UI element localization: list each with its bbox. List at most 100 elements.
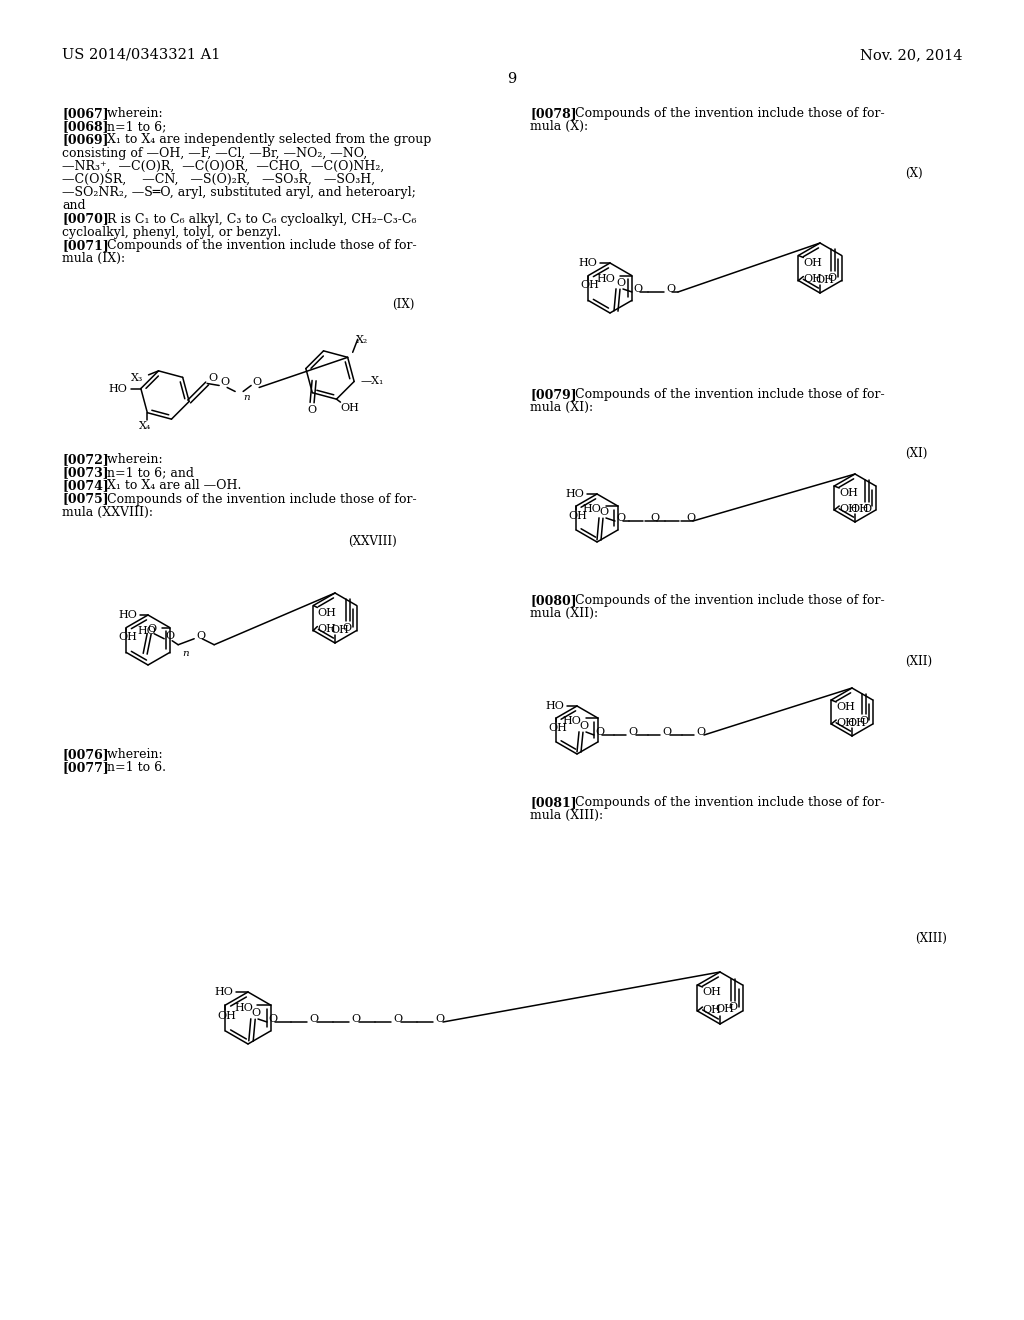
Text: HO: HO bbox=[565, 488, 584, 499]
Text: O: O bbox=[616, 279, 625, 288]
Text: [0068]: [0068] bbox=[62, 120, 109, 133]
Text: O: O bbox=[650, 513, 659, 523]
Text: O: O bbox=[208, 374, 217, 384]
Text: Compounds of the invention include those of for-: Compounds of the invention include those… bbox=[563, 107, 885, 120]
Text: [0072]: [0072] bbox=[62, 453, 109, 466]
Text: O: O bbox=[666, 284, 675, 294]
Text: O: O bbox=[696, 727, 706, 737]
Text: US 2014/0343321 A1: US 2014/0343321 A1 bbox=[62, 48, 220, 62]
Text: O: O bbox=[728, 1002, 737, 1012]
Text: HO: HO bbox=[583, 504, 602, 513]
Text: [0080]: [0080] bbox=[530, 594, 577, 607]
Text: —C(O)SR,    —CN,   —S(O)₂R,   —SO₃R,   —SO₃H,: —C(O)SR, —CN, —S(O)₂R, —SO₃R, —SO₃H, bbox=[62, 173, 375, 186]
Text: HO: HO bbox=[597, 273, 615, 284]
Text: R is C₁ to C₆ alkyl, C₃ to C₆ cycloalkyl, CH₂–C₃-C₆: R is C₁ to C₆ alkyl, C₃ to C₆ cycloalkyl… bbox=[95, 213, 417, 226]
Text: O: O bbox=[351, 1014, 360, 1024]
Text: HO: HO bbox=[214, 987, 232, 997]
Text: X₁ to X₄ are independently selected from the group: X₁ to X₄ are independently selected from… bbox=[95, 133, 432, 147]
Text: (XI): (XI) bbox=[905, 447, 928, 459]
Text: OH: OH bbox=[217, 1011, 237, 1020]
Text: HO: HO bbox=[563, 715, 582, 726]
Text: [0070]: [0070] bbox=[62, 213, 109, 226]
Text: O: O bbox=[859, 715, 868, 726]
Text: OH: OH bbox=[847, 718, 866, 729]
Text: O: O bbox=[197, 631, 205, 640]
Text: (IX): (IX) bbox=[392, 298, 415, 312]
Text: OH: OH bbox=[804, 257, 822, 268]
Text: n: n bbox=[182, 648, 188, 657]
Text: O: O bbox=[686, 513, 695, 523]
Text: O: O bbox=[628, 727, 637, 737]
Text: Compounds of the invention include those of for-: Compounds of the invention include those… bbox=[95, 492, 417, 506]
Text: OH: OH bbox=[850, 504, 869, 513]
Text: OH: OH bbox=[702, 1005, 721, 1015]
Text: (XXVIII): (XXVIII) bbox=[348, 535, 396, 548]
Text: mula (XXVIII):: mula (XXVIII): bbox=[62, 506, 153, 519]
Text: O: O bbox=[309, 1014, 318, 1024]
Text: O: O bbox=[862, 504, 871, 513]
Text: OH: OH bbox=[837, 718, 855, 729]
Text: [0067]: [0067] bbox=[62, 107, 109, 120]
Text: OH: OH bbox=[330, 624, 349, 635]
Text: mula (XIII):: mula (XIII): bbox=[530, 809, 603, 822]
Text: HO: HO bbox=[578, 257, 597, 268]
Text: OH: OH bbox=[119, 632, 137, 643]
Text: [0076]: [0076] bbox=[62, 748, 109, 762]
Text: OH: OH bbox=[340, 403, 359, 413]
Text: O: O bbox=[662, 727, 671, 737]
Text: O: O bbox=[251, 1008, 260, 1018]
Text: OH: OH bbox=[317, 607, 336, 618]
Text: O: O bbox=[579, 721, 588, 731]
Text: —NR₃⁺,  —C(O)R,  —C(O)OR,  —CHO,  —C(O)NH₂,: —NR₃⁺, —C(O)R, —C(O)OR, —CHO, —C(O)NH₂, bbox=[62, 160, 384, 173]
Text: Compounds of the invention include those of for-: Compounds of the invention include those… bbox=[563, 594, 885, 607]
Text: OH: OH bbox=[840, 488, 858, 498]
Text: O: O bbox=[599, 507, 608, 517]
Text: wherein:: wherein: bbox=[95, 748, 163, 762]
Text: —X₁: —X₁ bbox=[360, 376, 384, 387]
Text: n=1 to 6; and: n=1 to 6; and bbox=[95, 466, 195, 479]
Text: Compounds of the invention include those of for-: Compounds of the invention include those… bbox=[95, 239, 417, 252]
Text: [0075]: [0075] bbox=[62, 492, 109, 506]
Text: [0078]: [0078] bbox=[530, 107, 577, 120]
Text: wherein:: wherein: bbox=[95, 453, 163, 466]
Text: O: O bbox=[252, 378, 261, 388]
Text: mula (XII):: mula (XII): bbox=[530, 607, 598, 620]
Text: mula (X):: mula (X): bbox=[530, 120, 588, 133]
Text: O: O bbox=[435, 1014, 444, 1024]
Text: consisting of —OH, —F, —Cl, —Br, —NO₂, —NO,: consisting of —OH, —F, —Cl, —Br, —NO₂, —… bbox=[62, 147, 368, 160]
Text: OH: OH bbox=[317, 624, 336, 635]
Text: O: O bbox=[393, 1014, 402, 1024]
Text: OH: OH bbox=[715, 1005, 734, 1014]
Text: O: O bbox=[827, 273, 837, 284]
Text: HO: HO bbox=[118, 610, 137, 620]
Text: mula (IX):: mula (IX): bbox=[62, 252, 125, 265]
Text: X₂: X₂ bbox=[355, 335, 368, 346]
Text: Compounds of the invention include those of for-: Compounds of the invention include those… bbox=[563, 796, 885, 809]
Text: X₁ to X₄ are all —OH.: X₁ to X₄ are all —OH. bbox=[95, 479, 242, 492]
Text: [0077]: [0077] bbox=[62, 762, 109, 775]
Text: Nov. 20, 2014: Nov. 20, 2014 bbox=[859, 48, 962, 62]
Text: O: O bbox=[595, 727, 604, 737]
Text: OH: OH bbox=[815, 275, 834, 285]
Text: [0071]: [0071] bbox=[62, 239, 109, 252]
Text: wherein:: wherein: bbox=[95, 107, 163, 120]
Text: Compounds of the invention include those of for-: Compounds of the invention include those… bbox=[563, 388, 885, 401]
Text: [0079]: [0079] bbox=[530, 388, 577, 401]
Text: O: O bbox=[147, 624, 157, 634]
Text: O: O bbox=[343, 623, 352, 634]
Text: OH: OH bbox=[548, 723, 567, 733]
Text: O: O bbox=[268, 1014, 278, 1024]
Text: n: n bbox=[243, 393, 250, 403]
Text: OH: OH bbox=[837, 702, 855, 711]
Text: HO: HO bbox=[234, 1003, 253, 1012]
Text: O: O bbox=[307, 405, 316, 414]
Text: OH: OH bbox=[804, 275, 822, 285]
Text: mula (XI):: mula (XI): bbox=[530, 401, 593, 414]
Text: OH: OH bbox=[581, 281, 599, 290]
Text: OH: OH bbox=[702, 987, 721, 997]
Text: O: O bbox=[220, 378, 229, 388]
Text: [0069]: [0069] bbox=[62, 133, 109, 147]
Text: HO: HO bbox=[545, 701, 564, 711]
Text: OH: OH bbox=[840, 504, 858, 513]
Text: O: O bbox=[616, 513, 625, 523]
